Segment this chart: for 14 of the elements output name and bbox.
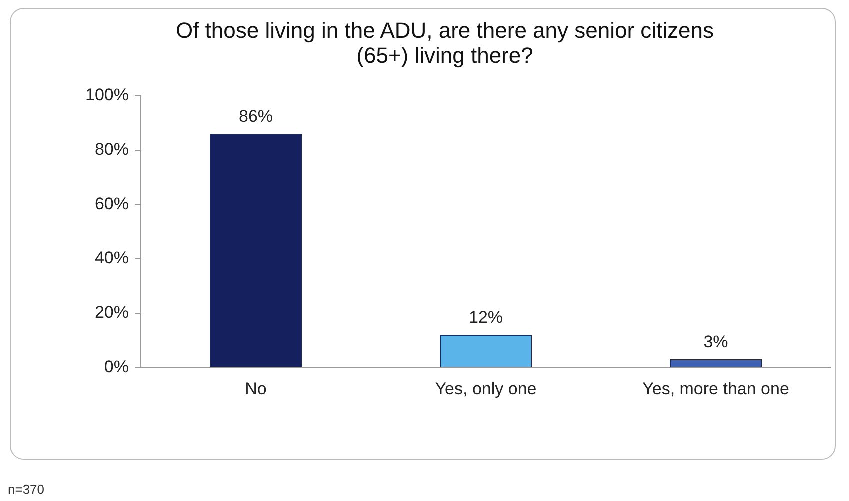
data-label: 3% [704,332,728,352]
data-label: 12% [468,308,504,328]
y-tick-label: 40% [94,248,129,268]
y-tick-label: 0% [104,357,129,376]
x-tick-label: Yes, more than one [642,379,790,398]
text: n=370 [8,482,45,497]
x-tick-label: No [245,379,267,398]
y-tick-label: 100% [86,86,129,105]
y-tick-label: 80% [94,140,129,160]
x-tick-label: Yes, only one [435,379,537,398]
chart-title: Of those living in the ADU, are there any senior citizens (65+) living there? [174,18,716,68]
data-label: 86% [238,107,274,126]
y-tick-label: 20% [94,302,129,322]
y-tick-label: 60% [94,194,129,214]
